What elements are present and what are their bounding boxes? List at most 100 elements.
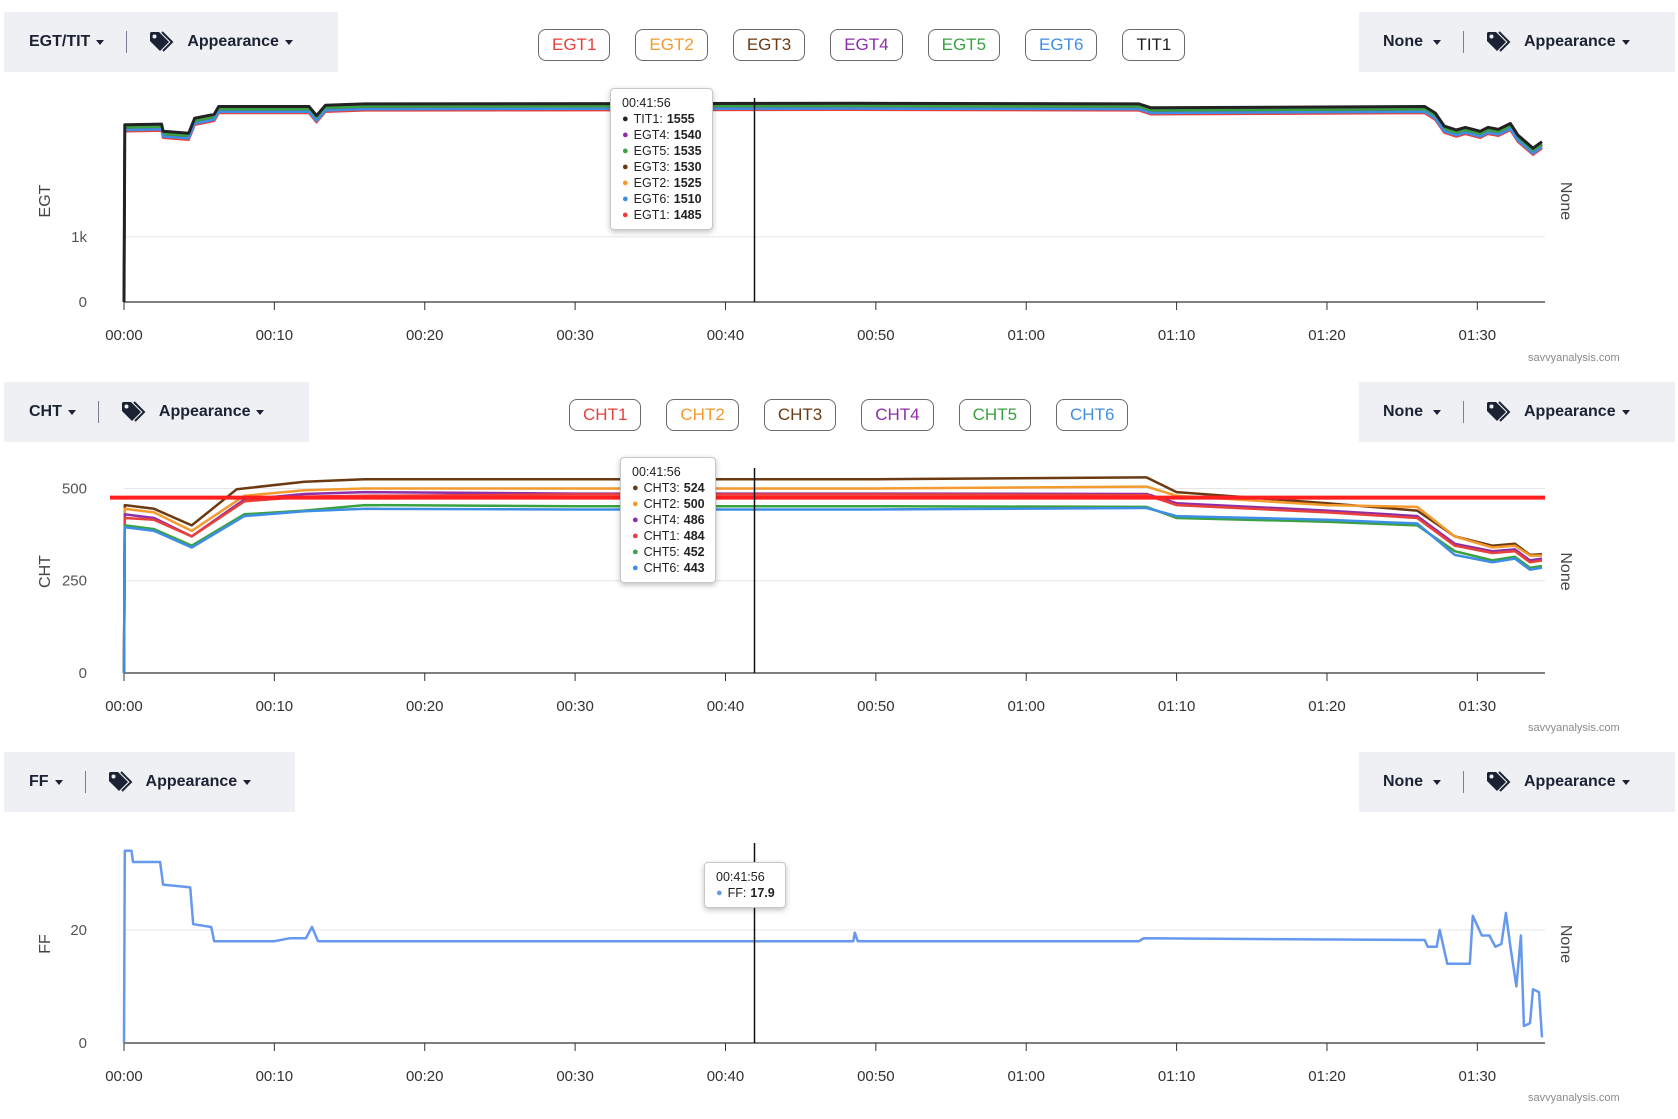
legend-toggle-egt4[interactable]: EGT4 [830, 29, 903, 61]
tooltip-time: 00:41:56 [622, 96, 671, 110]
x-tick-label: 01:10 [1158, 698, 1196, 715]
y-tick-label: 500 [62, 480, 87, 497]
tags-icon [1486, 401, 1514, 423]
legend-toggle-tit1[interactable]: TIT1 [1122, 29, 1186, 61]
tooltip-time: 00:41:56 [632, 465, 681, 479]
legend-toggle-cht4[interactable]: CHT4 [861, 399, 934, 431]
x-tick-label: 00:10 [256, 327, 294, 344]
panel1-appearance-button[interactable]: Appearance [149, 31, 293, 53]
tooltip-series-value: 1485 [673, 208, 702, 222]
tooltip-row: ● CHT1: 484 [632, 528, 705, 544]
tooltip-series-name: EGT4: [633, 128, 670, 142]
divider [126, 31, 128, 53]
panel2-appearance-label: Appearance [158, 403, 251, 420]
egt-tooltip: 00:41:56 ● TIT1: 1555 ● EGT4: 1540 ● EGT5: 1535 ● E… [610, 88, 713, 230]
tooltip-row: ● EGT5: 1535 [622, 143, 702, 159]
legend-toggle-egt5[interactable]: EGT5 [927, 29, 1001, 61]
caret-down-icon [1433, 39, 1441, 45]
series-dot-icon: ● [632, 514, 639, 526]
series-dot-icon: ● [622, 161, 629, 173]
tags-icon [108, 771, 136, 793]
panel1-right-appearance-label: Appearance [1524, 33, 1616, 50]
legend-toggle-cht2[interactable]: CHT2 [666, 399, 739, 431]
panel1-metric-select[interactable]: EGT/TIT [29, 33, 105, 51]
legend-toggle-egt2[interactable]: EGT2 [635, 29, 708, 61]
panel3-right-appearance-label: Appearance [1524, 773, 1616, 790]
legend-toggle-cht5[interactable]: CHT5 [958, 399, 1032, 431]
series-dot-icon: ● [622, 209, 629, 221]
legend-toggle-cht1[interactable]: CHT1 [569, 399, 642, 431]
caret-down-icon [256, 409, 265, 415]
tooltip-series-name: CHT6: [643, 561, 680, 575]
y-tick-label: 0 [79, 294, 87, 311]
panel2-right-select-label: None [1383, 403, 1423, 420]
panel3-metric-select[interactable]: FF [29, 773, 63, 791]
divider [84, 771, 86, 793]
series-line-tit1 [122, 101, 1543, 303]
x-tick-label: 00:50 [857, 698, 895, 715]
legend-toggle-cht6[interactable]: CHT6 [1056, 399, 1129, 431]
panel3-right-select[interactable]: None [1383, 773, 1441, 791]
tags-icon [1486, 31, 1514, 53]
legend-toggle-egt6[interactable]: EGT6 [1025, 29, 1098, 61]
divider [97, 401, 99, 423]
tooltip-series-name: CHT4: [643, 513, 680, 527]
series-dot-icon: ● [622, 145, 629, 157]
tooltip-series-value: 17.9 [750, 886, 775, 900]
panel3-right-appearance-button[interactable]: Appearance [1486, 771, 1630, 793]
series-line-egt3 [122, 105, 1543, 303]
caret-down-icon [284, 39, 293, 45]
x-tick-label: 00:40 [707, 698, 745, 715]
tooltip-series-name: CHT2: [643, 497, 680, 511]
series-line-cht2 [122, 485, 1542, 674]
series-line-egt2 [122, 106, 1543, 303]
panel3-left-controls: FF Appearance [4, 752, 295, 812]
tooltip-series-name: EGT1: [633, 208, 670, 222]
panel2-metric-select[interactable]: CHT [29, 403, 76, 421]
y-tick-label: 250 [62, 573, 87, 590]
series-line-cht6 [122, 506, 1543, 674]
tooltip-series-name: CHT3: [643, 481, 680, 495]
legend-toggle-cht3[interactable]: CHT3 [763, 399, 837, 431]
series-line-egt1 [122, 108, 1543, 303]
series-line-ff [122, 849, 1544, 1044]
tooltip-row: ● EGT6: 1510 [622, 191, 702, 207]
panel2-right-appearance-button[interactable]: Appearance [1486, 401, 1630, 423]
x-tick-label: 01:30 [1459, 327, 1497, 344]
tooltip-series-value: 452 [683, 545, 705, 559]
panel1-right-select[interactable]: None [1383, 33, 1441, 51]
tooltip-series-value: 486 [683, 513, 705, 527]
panel2-right-select[interactable]: None [1383, 403, 1441, 421]
tooltip-series-name: TIT1: [633, 112, 663, 126]
y-tick-label: 0 [79, 665, 87, 682]
tooltip-series-value: 1525 [673, 176, 702, 190]
x-tick-label: 01:30 [1459, 1068, 1497, 1085]
divider [1463, 31, 1464, 53]
panel3-right-controls: None Appearance [1359, 752, 1675, 812]
x-tick-label: 01:20 [1308, 327, 1346, 344]
series-line-egt6 [122, 107, 1543, 303]
legend-toggle-egt3[interactable]: EGT3 [732, 29, 806, 61]
x-tick-label: 00:50 [857, 327, 895, 344]
tooltip-row: ● FF: 17.9 [716, 885, 775, 901]
x-tick-label: 00:30 [556, 1068, 594, 1085]
tooltip-series-value: 1530 [673, 160, 702, 174]
panel3-appearance-button[interactable]: Appearance [108, 771, 252, 793]
right-axis-label: None [1557, 925, 1574, 963]
panel3-appearance-label: Appearance [145, 773, 238, 790]
panel2-appearance-button[interactable]: Appearance [121, 401, 265, 423]
panel1-right-appearance-button[interactable]: Appearance [1486, 31, 1630, 53]
x-tick-label: 01:00 [1007, 1068, 1045, 1085]
series-line-cht4 [122, 490, 1543, 674]
series-dot-icon: ● [716, 887, 723, 899]
x-tick-label: 00:00 [105, 698, 143, 715]
series-line-cht1 [122, 493, 1543, 674]
series-line-cht3 [122, 476, 1543, 674]
tooltip-row: ● CHT4: 486 [632, 512, 705, 528]
series-dot-icon: ● [622, 113, 629, 125]
panel2-right-controls: None Appearance [1359, 382, 1675, 442]
legend-toggle-egt1[interactable]: EGT1 [538, 29, 611, 61]
